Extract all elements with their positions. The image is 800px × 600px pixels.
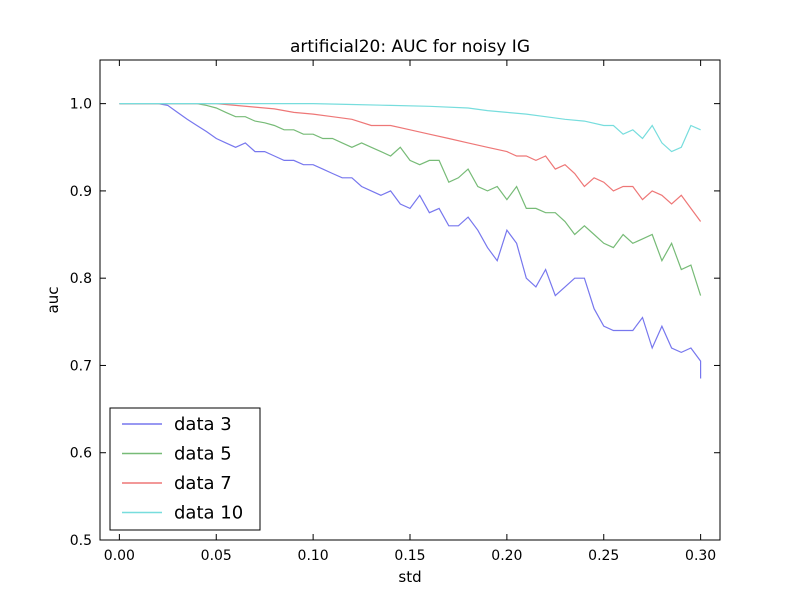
series-line-data-10	[119, 102, 701, 153]
x-tick-label: 0.20	[491, 548, 522, 564]
y-tick-label: 0.8	[70, 271, 92, 287]
series-line-data-7	[119, 102, 702, 222]
x-tick-label: 0.15	[394, 548, 425, 564]
plot-area	[119, 102, 702, 379]
legend-label: data 3	[174, 414, 232, 435]
y-tick-label: 0.9	[70, 184, 92, 200]
y-tick-label: 0.5	[70, 533, 92, 549]
y-axis: 0.5 0.6 0.7 0.8 0.9 1.0	[70, 97, 720, 549]
x-tick-label: 0.25	[588, 548, 619, 564]
legend: data 3 data 5 data 7 data 10	[109, 407, 261, 531]
legend-label: data 5	[174, 444, 232, 465]
legend-label: data 10	[174, 503, 243, 524]
series-line-data-5	[119, 102, 702, 296]
y-tick-label: 0.7	[70, 358, 92, 374]
y-tick-label: 0.6	[70, 446, 92, 462]
x-tick-label: 0.10	[298, 548, 329, 564]
series-line-data-3	[119, 102, 702, 379]
x-tick-label: 0.00	[104, 548, 135, 564]
x-tick-label: 0.05	[201, 548, 232, 564]
y-tick-label: 1.0	[70, 97, 92, 113]
legend-box	[109, 407, 261, 531]
y-axis-label: auc	[44, 287, 62, 314]
x-axis-label: std	[398, 568, 421, 586]
x-tick-label: 0.30	[685, 548, 716, 564]
legend-label: data 7	[174, 473, 232, 494]
chart-title: artificial20: AUC for noisy IG	[290, 37, 530, 57]
x-axis: 0.00 0.05 0.10 0.15 0.20 0.25 0.30	[104, 60, 716, 564]
